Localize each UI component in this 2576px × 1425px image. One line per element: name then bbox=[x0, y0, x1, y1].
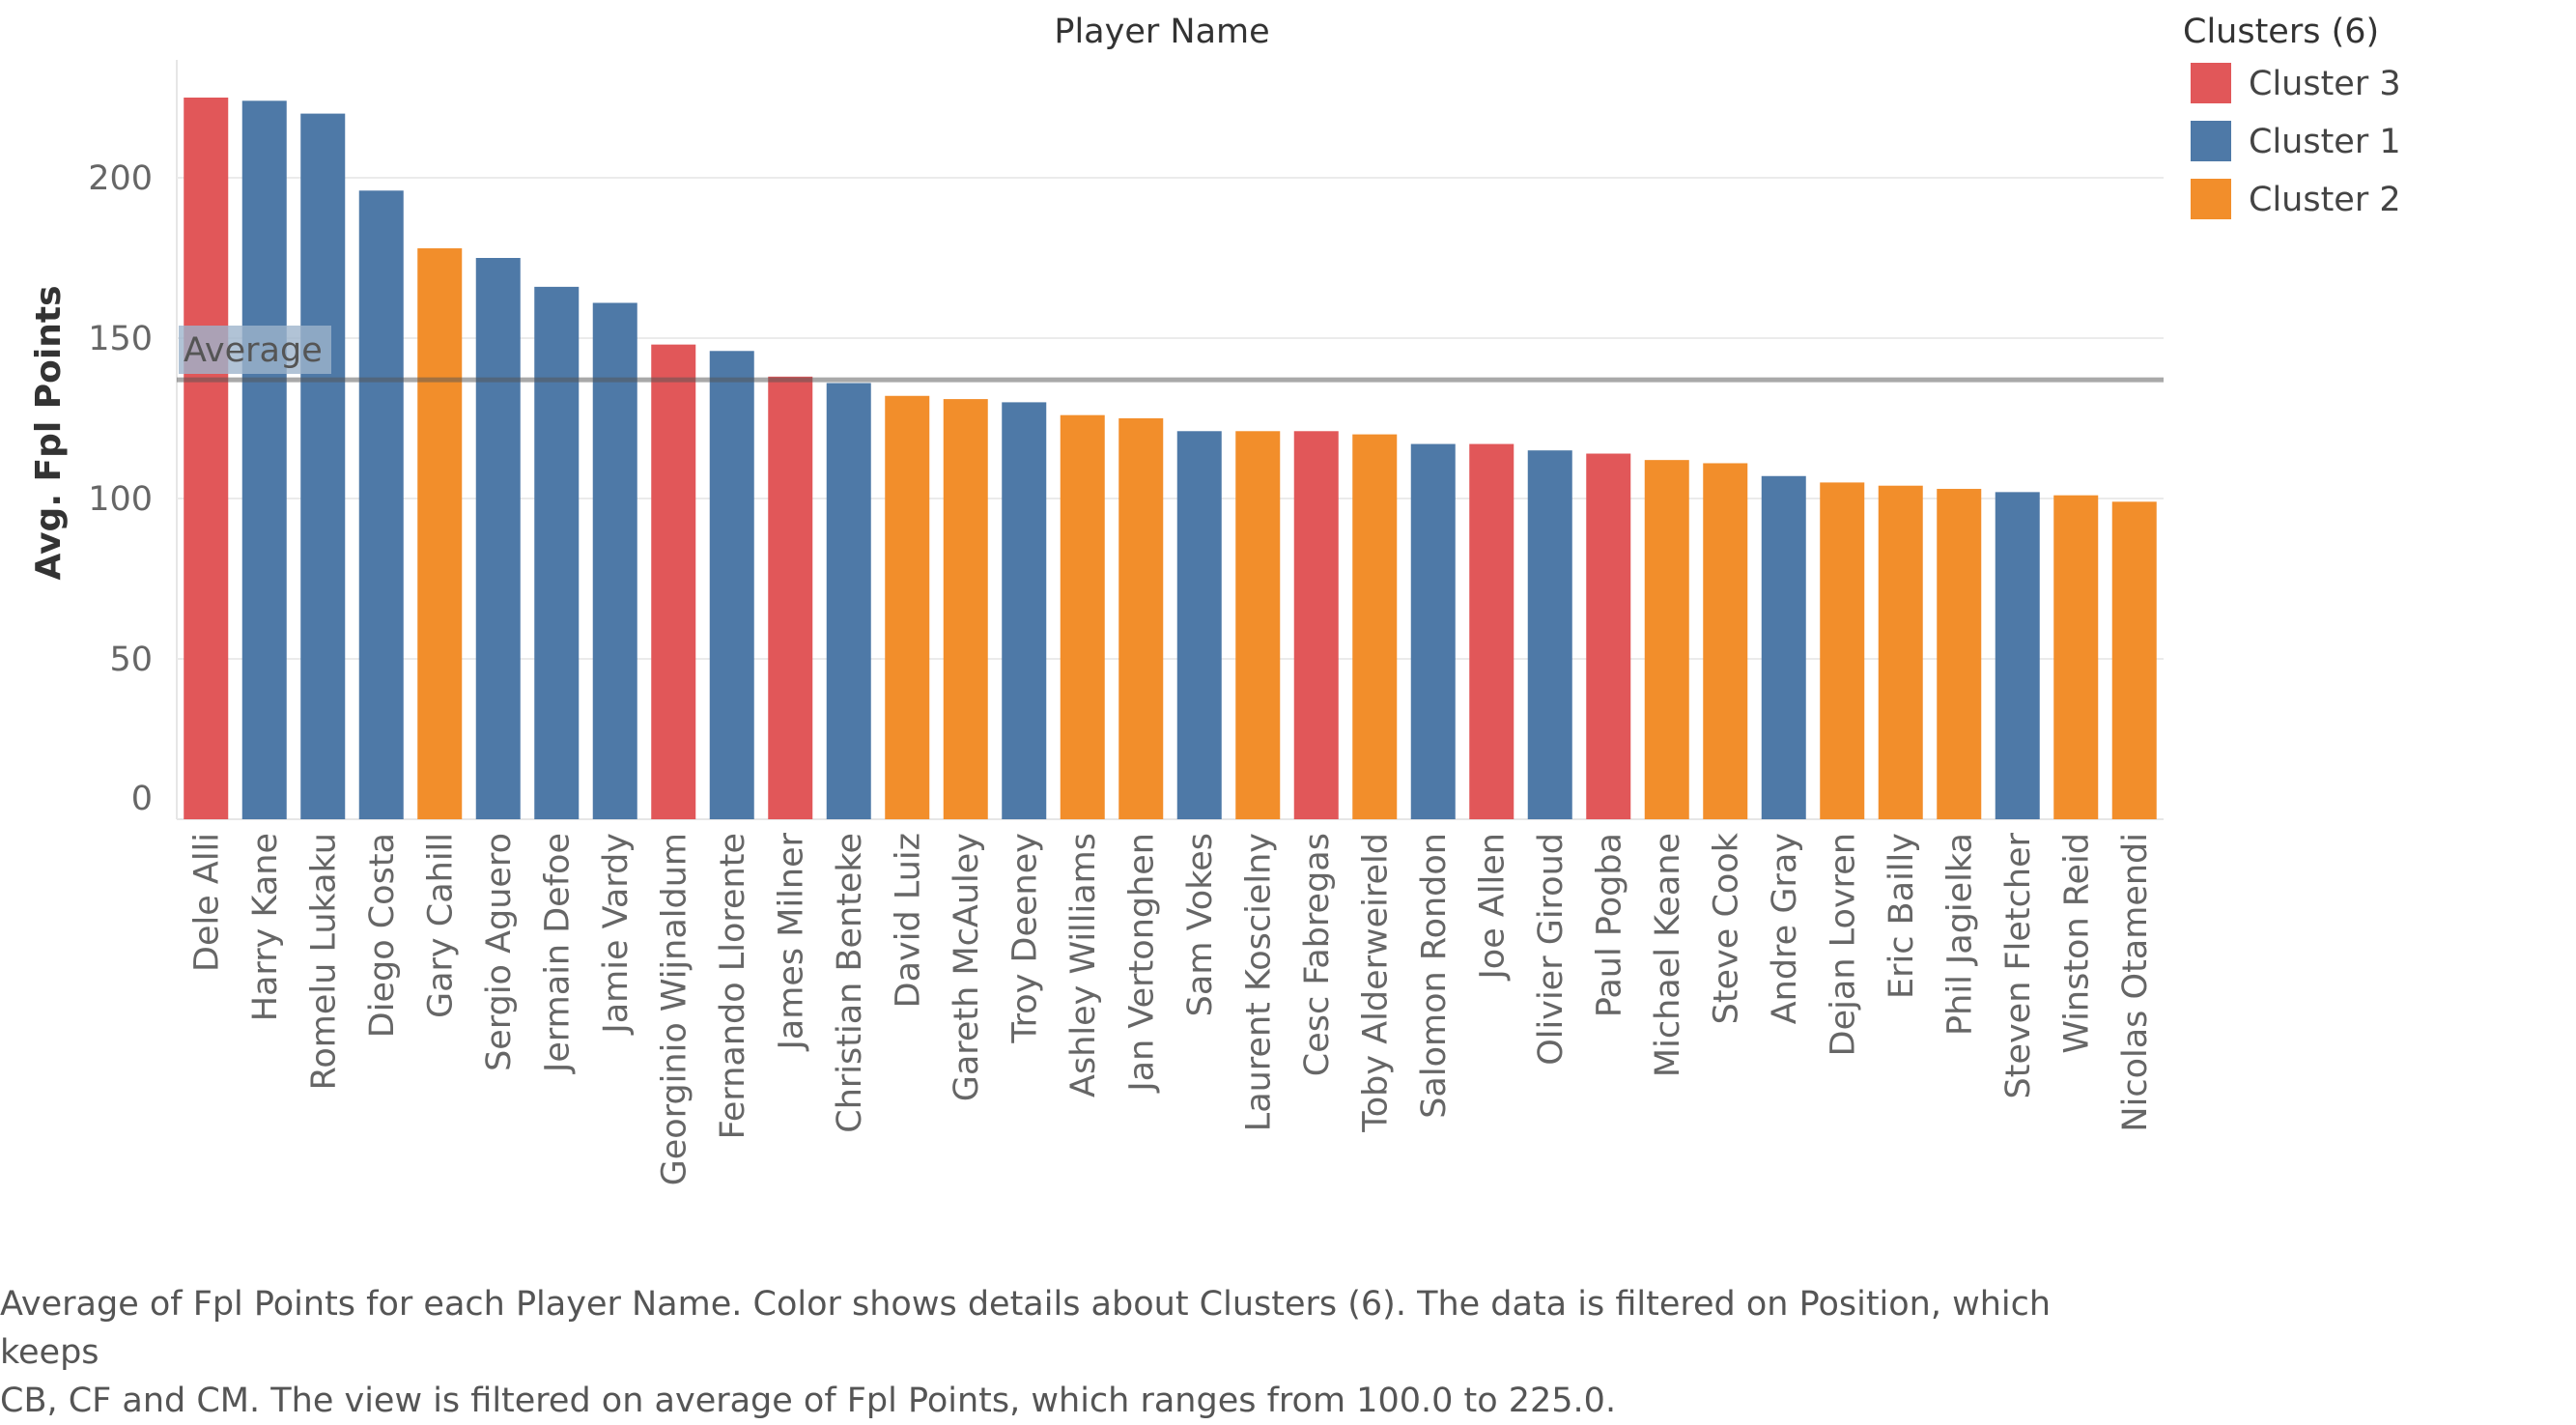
bar bbox=[1352, 434, 1398, 819]
bar bbox=[1878, 485, 1923, 819]
x-tick-label: Winston Reid bbox=[2057, 833, 2096, 1054]
bars bbox=[184, 98, 2157, 820]
x-tick-label: Dejan Lovren bbox=[1824, 833, 1862, 1056]
bar bbox=[1118, 418, 1164, 819]
gridlines bbox=[176, 60, 2164, 820]
legend-swatch bbox=[2191, 179, 2231, 219]
caption-line-2: CB, CF and CM. The view is filtered on a… bbox=[0, 1382, 1617, 1420]
bar bbox=[592, 302, 637, 820]
bar bbox=[300, 113, 346, 820]
x-tick-label: Ashley Williams bbox=[1064, 833, 1103, 1097]
bar bbox=[768, 376, 813, 819]
bar bbox=[1527, 450, 1572, 819]
y-tick-label: 150 bbox=[88, 320, 153, 358]
chart-caption: Average of Fpl Points for each Player Na… bbox=[0, 1280, 2125, 1425]
legend-label: Cluster 3 bbox=[2249, 65, 2401, 103]
x-tick-label: David Luiz bbox=[889, 833, 927, 1008]
y-tick-label: 200 bbox=[88, 159, 153, 198]
x-tick-label: Romelu Lukaku bbox=[304, 833, 343, 1090]
x-tick-label: Fernando Llorente bbox=[714, 833, 752, 1139]
x-tick-label: Paul Pogba bbox=[1590, 833, 1628, 1017]
bar bbox=[1995, 492, 2040, 819]
x-tick-label: Gareth McAuley bbox=[948, 833, 986, 1101]
bar-chart: 0 50 100 150 200 Dele Alli Harry Kane Romelu L… bbox=[29, 13, 2401, 1185]
x-tick-label: Phil Jagielka bbox=[1940, 833, 1979, 1036]
x-tick-label: James Milner bbox=[772, 832, 810, 1051]
bar bbox=[1235, 431, 1281, 819]
bar bbox=[826, 383, 871, 819]
bar bbox=[2111, 501, 2157, 819]
x-tick-label: Jamie Vardy bbox=[597, 833, 636, 1036]
caption-line-1: Average of Fpl Points for each Player Na… bbox=[0, 1285, 2052, 1372]
y-tick-label: 100 bbox=[88, 480, 153, 519]
bar bbox=[2053, 495, 2099, 819]
y-axis-label: Avg. Fpl Points bbox=[29, 286, 69, 581]
bar bbox=[1469, 443, 1514, 819]
y-tick-label: 0 bbox=[131, 780, 153, 818]
bar bbox=[241, 100, 287, 819]
x-tick-label: Christian Benteke bbox=[831, 833, 869, 1133]
bar bbox=[358, 190, 404, 819]
x-tick-label: Joe Allen bbox=[1473, 833, 1512, 982]
x-tick-label: Nicolas Otamendi bbox=[2116, 833, 2155, 1132]
x-tick-label: Toby Alderweireld bbox=[1356, 833, 1395, 1133]
x-tick-label: Jermain Defoe bbox=[538, 833, 577, 1074]
bar bbox=[1176, 431, 1222, 819]
bar bbox=[1060, 414, 1105, 819]
legend-label: Cluster 2 bbox=[2249, 181, 2401, 219]
bar bbox=[1937, 489, 1982, 819]
x-tick-label: Laurent Koscielny bbox=[1239, 833, 1278, 1131]
legend-label: Cluster 1 bbox=[2249, 123, 2401, 161]
bar bbox=[1644, 460, 1689, 819]
x-tick-label: Michael Keane bbox=[1649, 833, 1687, 1077]
bar bbox=[1002, 402, 1047, 819]
legend-swatch bbox=[2191, 121, 2231, 161]
x-tick-label: Cesc Fabregas bbox=[1298, 833, 1337, 1076]
bar bbox=[1703, 463, 1748, 819]
y-tick-label: 50 bbox=[109, 641, 153, 679]
reference-line-label-box bbox=[179, 326, 331, 374]
x-tick-label: Gary Cahill bbox=[421, 833, 460, 1018]
x-tick-label: Steve Cook bbox=[1707, 832, 1745, 1024]
x-tick-label: Andre Gray bbox=[1766, 833, 1804, 1024]
x-tick-label: Olivier Giroud bbox=[1532, 833, 1571, 1066]
bar bbox=[475, 258, 521, 819]
x-tick-label: Jan Vertonghen bbox=[1122, 833, 1161, 1094]
bar bbox=[184, 98, 229, 819]
bar bbox=[1761, 475, 1806, 819]
x-tick-label: Dele Alli bbox=[187, 833, 226, 972]
x-tick-label: Sam Vokes bbox=[1181, 833, 1220, 1016]
reference-line: Average bbox=[177, 326, 2164, 383]
bar bbox=[417, 248, 463, 819]
bar bbox=[1410, 443, 1456, 819]
x-tick-label: Georginio Wijnaldum bbox=[655, 833, 694, 1185]
x-tick-label: Troy Deeney bbox=[1005, 833, 1044, 1044]
bar bbox=[651, 344, 696, 819]
reference-line-label: Average bbox=[184, 331, 323, 370]
legend: Clusters (6) Cluster 3 Cluster 1 Cluster 2 bbox=[2183, 13, 2401, 219]
bar bbox=[1820, 482, 1865, 819]
bar bbox=[1293, 431, 1339, 819]
x-axis-tick-labels: Dele Alli Harry Kane Romelu Lukaku Diego Co… bbox=[187, 832, 2155, 1185]
y-axis-ticks: 0 50 100 150 200 bbox=[88, 159, 153, 818]
x-tick-label: Sergio Aguero bbox=[480, 833, 519, 1071]
bar bbox=[943, 399, 988, 819]
x-tick-label: Harry Kane bbox=[246, 833, 285, 1021]
bar bbox=[534, 286, 580, 819]
x-tick-label: Diego Costa bbox=[363, 833, 402, 1038]
x-tick-label: Salomon Rondon bbox=[1415, 833, 1454, 1119]
x-tick-label: Eric Bailly bbox=[1882, 833, 1921, 999]
bar bbox=[1586, 453, 1631, 819]
bar bbox=[885, 395, 930, 819]
bar bbox=[709, 351, 754, 819]
x-tick-label: Steven Fletcher bbox=[1999, 832, 2038, 1098]
chart-title: Player Name bbox=[1054, 13, 1269, 51]
legend-swatch bbox=[2191, 63, 2231, 103]
legend-title: Clusters (6) bbox=[2183, 13, 2379, 51]
